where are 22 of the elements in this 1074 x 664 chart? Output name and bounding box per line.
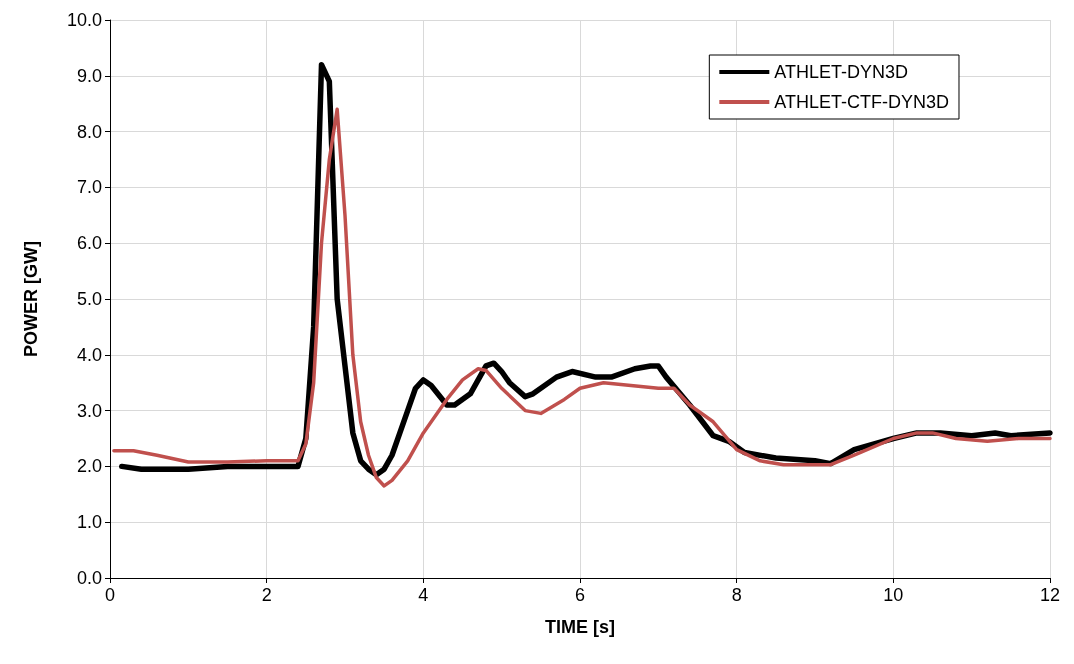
x-tick-label: 8 bbox=[731, 585, 742, 605]
x-tick-label: 0 bbox=[104, 585, 116, 605]
legend-label: ATHLET-DYN3D bbox=[774, 62, 909, 82]
y-tick-label: 9.0 bbox=[76, 65, 102, 86]
y-tick-label: 5.0 bbox=[76, 289, 102, 309]
x-tick-label: 2 bbox=[261, 585, 272, 605]
y-tick-label: 2.0 bbox=[76, 456, 102, 477]
y-axis-title: POWER [GW] bbox=[21, 241, 41, 357]
legend-label: ATHLET-CTF-DYN3D bbox=[774, 92, 950, 112]
y-tick-label: 10.0 bbox=[66, 10, 102, 30]
y-tick-label: 8.0 bbox=[76, 121, 102, 142]
y-tick-label: 1.0 bbox=[76, 512, 102, 533]
x-tick-label: 12 bbox=[1039, 585, 1061, 605]
y-tick-label: 4.0 bbox=[76, 344, 102, 365]
y-tick-label: 6.0 bbox=[76, 233, 102, 254]
y-tick-label: 7.0 bbox=[76, 177, 102, 198]
y-tick-label: 0.0 bbox=[76, 568, 102, 588]
x-tick-label: 4 bbox=[418, 585, 429, 605]
x-tick-label: 6 bbox=[574, 585, 586, 605]
x-tick-label: 10 bbox=[883, 585, 904, 605]
y-tick-label: 3.0 bbox=[76, 400, 102, 421]
x-axis-title: TIME [s] bbox=[545, 617, 615, 637]
